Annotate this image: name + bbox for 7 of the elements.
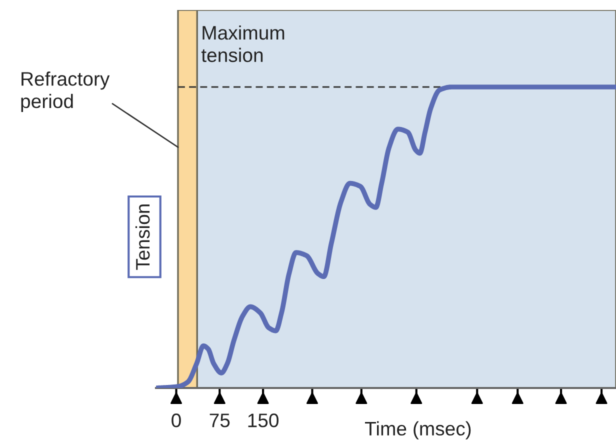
ref-line-label: Maximum tension [201,25,284,62]
x-axis-title: Time (msec) [364,421,471,440]
band-label: Refractory period [21,72,110,112]
x-tick-label: 0 [172,414,181,428]
y-axis-title: Tension [135,204,150,270]
x-tick-label: 75 [210,414,230,428]
x-tick-label: 150 [248,414,279,428]
